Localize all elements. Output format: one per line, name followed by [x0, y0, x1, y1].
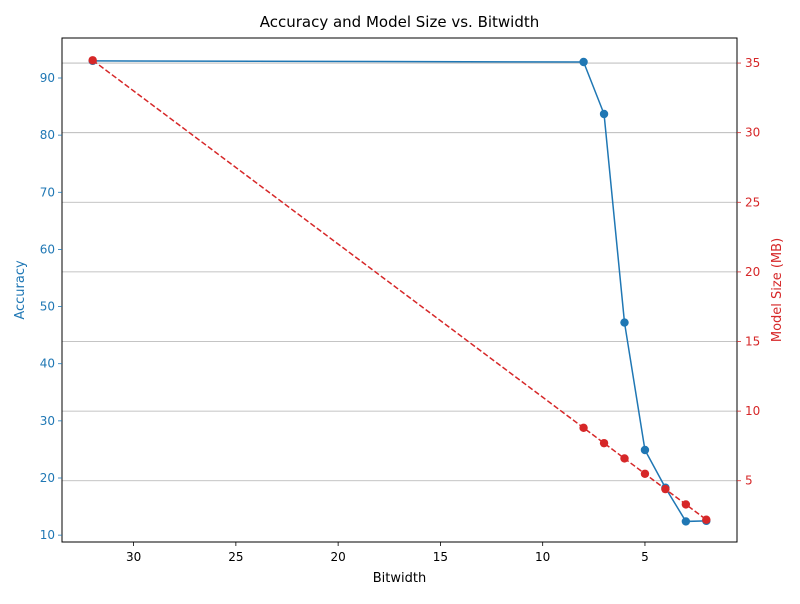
right-y-tick-label: 5	[745, 474, 753, 488]
left-y-tick-label: 60	[40, 242, 55, 256]
model-size-point	[681, 500, 691, 509]
model-size-point	[579, 423, 588, 433]
x-tick-label: 15	[433, 550, 448, 564]
model-size-point	[620, 454, 629, 463]
series-layer	[88, 56, 711, 526]
right-y-axis: 5 10 15 20 25 30 35	[737, 56, 760, 488]
left-y-tick-label: 70	[40, 185, 55, 199]
right-y-tick-label: 25	[745, 195, 760, 209]
right-y-tick-label: 35	[745, 56, 760, 70]
right-axis-gridlines	[62, 62, 737, 482]
right-y-tick-label: 15	[745, 335, 760, 349]
right-y-tick-label: 10	[745, 404, 760, 418]
plot-frame	[61, 37, 738, 543]
x-axis-label: Bitwidth	[373, 571, 426, 586]
model-size-point	[599, 438, 609, 448]
model-size-point	[702, 515, 711, 524]
model-size-series	[88, 56, 711, 524]
left-y-tick-label: 10	[40, 528, 55, 542]
model-size-line	[92, 59, 707, 521]
accuracy-line	[92, 60, 707, 523]
left-y-tick-label: 40	[40, 357, 55, 371]
right-y-axis-label: Model Size (MB)	[770, 238, 785, 342]
x-tick-label: 20	[330, 550, 345, 564]
x-tick-label: 5	[641, 550, 649, 564]
left-y-tick-label: 80	[40, 128, 55, 142]
accuracy-point	[640, 445, 650, 455]
left-y-tick-label: 50	[40, 300, 55, 314]
left-y-tick-label: 30	[40, 414, 55, 428]
left-y-tick-label: 20	[40, 471, 55, 485]
x-tick-label: 25	[228, 550, 243, 564]
model-size-point	[661, 484, 670, 494]
x-tick-label: 10	[535, 550, 550, 564]
x-tick-label: 30	[126, 550, 141, 564]
right-y-tick-label: 30	[745, 126, 760, 140]
accuracy-point	[579, 57, 588, 67]
x-axis: 30 25 20 15 10 5	[126, 542, 649, 564]
chart-title: Accuracy and Model Size vs. Bitwidth	[260, 13, 540, 31]
accuracy-point	[681, 517, 691, 526]
model-size-point	[640, 469, 650, 478]
left-y-axis-label: Accuracy	[13, 260, 28, 320]
left-y-tick-label: 90	[40, 71, 55, 85]
accuracy-point	[620, 318, 629, 327]
left-y-axis: 10 20 30 40 50 60 70 80 90	[40, 71, 62, 542]
model-size-point	[88, 56, 97, 65]
accuracy-point	[599, 109, 609, 119]
right-y-tick-label: 20	[745, 265, 760, 279]
